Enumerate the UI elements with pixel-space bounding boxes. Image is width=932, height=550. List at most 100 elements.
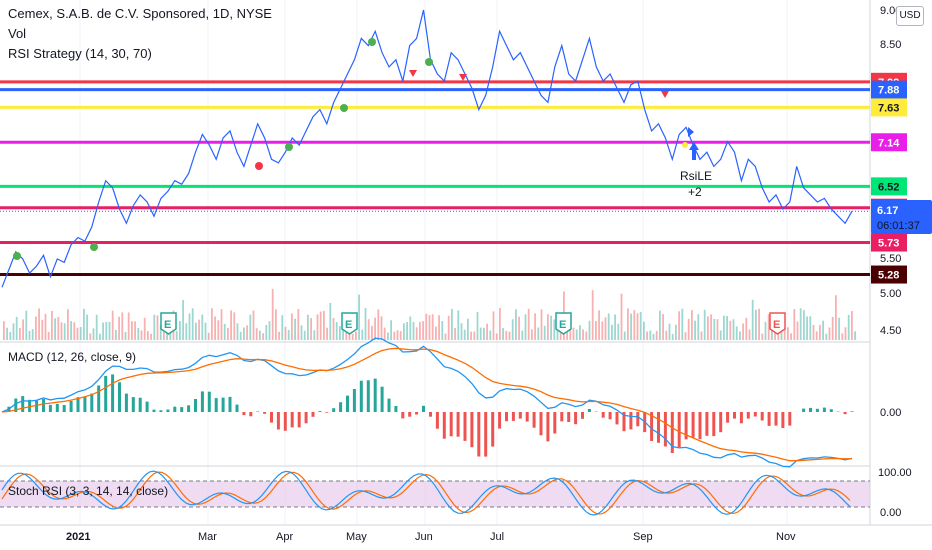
- volume-bar: [579, 325, 581, 340]
- svg-text:E: E: [164, 319, 171, 331]
- macd-histogram-bar: [352, 389, 356, 412]
- volume-bar: [796, 321, 799, 340]
- macd-histogram-bar: [767, 412, 771, 426]
- volume-bar: [726, 316, 728, 340]
- volume-bar: [499, 308, 501, 340]
- volume-bar: [803, 310, 805, 340]
- volume-legend[interactable]: Vol: [8, 26, 27, 41]
- level-badge-label: 7.88: [878, 85, 899, 97]
- earnings-mark[interactable]: E: [341, 312, 358, 335]
- time-label: May: [346, 531, 367, 543]
- level-badge: [871, 233, 907, 252]
- macd-histogram-bar: [691, 412, 695, 438]
- macd-histogram-bar: [304, 412, 308, 424]
- volume-bar: [447, 315, 450, 340]
- macd-histogram-bar: [387, 398, 391, 412]
- volume-bar: [15, 316, 18, 340]
- volume-bar: [19, 327, 21, 340]
- earnings-mark[interactable]: E: [160, 312, 177, 335]
- volume-bar: [636, 313, 639, 340]
- volume-bar: [694, 320, 696, 340]
- volume-bar: [54, 318, 56, 340]
- macd-histogram-bar: [574, 412, 578, 425]
- sell-arrow-icon: [661, 91, 669, 98]
- volume-bar: [316, 314, 319, 340]
- volume-bar: [44, 313, 47, 340]
- currency-badge[interactable]: USD: [896, 6, 924, 26]
- macd-histogram-bar: [615, 412, 619, 425]
- volume-bar: [620, 293, 623, 340]
- macd-legend[interactable]: MACD (12, 26, close, 9): [8, 350, 137, 364]
- volume-bar: [303, 330, 306, 340]
- volume-bar: [403, 323, 405, 340]
- time-axis[interactable]: 2021 Mar Apr May Jun Jul Sep Nov: [66, 531, 796, 543]
- volume-bar: [220, 309, 223, 340]
- macd-histogram-bar: [14, 398, 18, 412]
- volume-bar: [278, 331, 280, 340]
- macd-histogram-bar: [581, 412, 584, 419]
- macd-histogram-bar: [484, 412, 488, 457]
- volume-bar: [255, 328, 258, 340]
- volume-bar: [313, 330, 316, 340]
- volume-bar: [163, 331, 165, 340]
- volume-bar: [819, 324, 821, 340]
- level-badge-label: 7.14: [878, 137, 900, 149]
- price-axis[interactable]: 9.00 8.50 5.50 5.00 4.50: [880, 5, 901, 337]
- volume-bar: [153, 314, 156, 340]
- volume-bar: [719, 330, 722, 340]
- symbol-legend[interactable]: Cemex, S.A.B. de C.V. Sponsored, 1D, NYS…: [8, 6, 272, 21]
- earnings-markers: E E E E: [160, 312, 786, 335]
- volume-bar: [188, 313, 191, 340]
- entry-arrow-icon: [689, 142, 699, 160]
- price-tick: 5.50: [880, 253, 901, 265]
- volume-bar: [207, 332, 210, 340]
- volume-bar: [639, 312, 642, 340]
- volume-bar: [591, 290, 594, 340]
- macd-histogram-bar: [733, 412, 736, 419]
- volume-bar: [412, 321, 415, 340]
- volume-bar: [319, 311, 322, 340]
- volume-bar: [684, 332, 687, 340]
- volume-bar: [764, 321, 767, 340]
- volume-bar: [761, 333, 764, 340]
- volume-bar: [847, 314, 850, 340]
- last-price-countdown: 06:01:37: [877, 220, 920, 232]
- volume-bar: [358, 294, 360, 340]
- volume-bar: [630, 313, 632, 340]
- volume-bar: [131, 321, 133, 340]
- volume-bar: [838, 317, 840, 340]
- strategy-legend[interactable]: RSI Strategy (14, 30, 70): [8, 46, 152, 61]
- volume-bar: [492, 311, 495, 340]
- earnings-mark[interactable]: E: [555, 312, 572, 335]
- volume-bar: [710, 314, 712, 340]
- volume-bar: [31, 329, 34, 340]
- sell-arrow-icon: [409, 70, 417, 77]
- macd-histogram-bar: [670, 412, 674, 453]
- volume-bar: [287, 329, 290, 340]
- earnings-mark[interactable]: E: [769, 312, 786, 335]
- volume-bar: [790, 333, 792, 340]
- volume-bar: [505, 330, 508, 340]
- volume-bar: [486, 323, 488, 340]
- macd-histogram-bar: [187, 405, 191, 412]
- volume-bar: [671, 333, 674, 340]
- macd-histogram-bar: [546, 412, 550, 442]
- stoch-legend[interactable]: Stoch RSI (3, 3, 14, 14, close): [8, 484, 169, 498]
- macd-histogram-bar: [90, 393, 94, 412]
- volume-bar: [495, 333, 498, 340]
- macd-histogram-bar: [601, 412, 605, 418]
- volume-bar: [415, 327, 418, 340]
- buy-signal-dot: [90, 243, 98, 251]
- volume-bar: [275, 309, 277, 340]
- volume-bar: [585, 331, 588, 340]
- volume-bar: [175, 330, 178, 340]
- volume-bar: [595, 321, 597, 340]
- macd-histogram-bar: [104, 375, 108, 412]
- macd-histogram-bar: [415, 412, 419, 415]
- macd-histogram-bar: [843, 412, 847, 415]
- volume-bar: [662, 314, 664, 340]
- volume-bar: [793, 309, 796, 340]
- volume-bar: [607, 313, 610, 340]
- time-label: Sep: [633, 531, 653, 543]
